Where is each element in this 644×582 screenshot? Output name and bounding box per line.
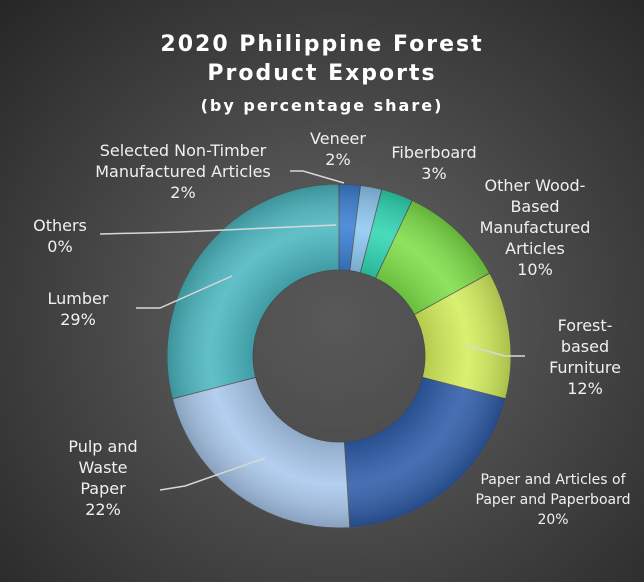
- value-label: 0%: [47, 237, 73, 256]
- data-label: Forest-based Furniture 12%: [538, 315, 632, 399]
- value-label: 12%: [567, 379, 603, 398]
- data-label: Others 0%: [15, 215, 105, 257]
- data-label: Other Wood-Based Manufactured Articles 10…: [475, 175, 595, 280]
- category-label: Veneer: [310, 129, 366, 148]
- data-label: Veneer 2%: [303, 128, 373, 170]
- value-label: 3%: [421, 164, 447, 183]
- value-label: 29%: [60, 310, 96, 329]
- value-label: 22%: [85, 500, 121, 519]
- category-label: Paper and Articles of Paper and Paperboa…: [475, 472, 631, 508]
- chart-subtitle: (by percentage share): [200, 96, 444, 115]
- chart-title: 2020 Philippine Forest Product Exports: [160, 32, 484, 86]
- hole: [253, 270, 425, 442]
- data-label: Lumber 29%: [33, 288, 123, 330]
- leader-lines: [99, 170, 525, 491]
- category-label: Others: [33, 216, 87, 235]
- data-label: Pulp and Waste Paper 22%: [58, 436, 148, 520]
- data-label: Selected Non-Timber Manufactured Article…: [63, 140, 303, 203]
- value-label: 2%: [325, 150, 351, 169]
- data-label: Fiberboard 3%: [384, 142, 484, 184]
- category-label: Lumber: [47, 289, 109, 308]
- value-label: 2%: [170, 183, 196, 202]
- category-label: Fiberboard: [391, 143, 477, 162]
- donut: [166, 183, 512, 529]
- data-label: Paper and Articles of Paper and Paperboa…: [473, 470, 633, 530]
- category-label: Selected Non-Timber Manufactured Article…: [95, 141, 271, 181]
- category-label: Other Wood-Based Manufactured Articles: [479, 176, 591, 258]
- category-label: Forest-based Furniture: [549, 316, 621, 377]
- category-label: Pulp and Waste Paper: [68, 437, 138, 498]
- value-label: 20%: [537, 512, 569, 528]
- value-label: 10%: [517, 260, 553, 279]
